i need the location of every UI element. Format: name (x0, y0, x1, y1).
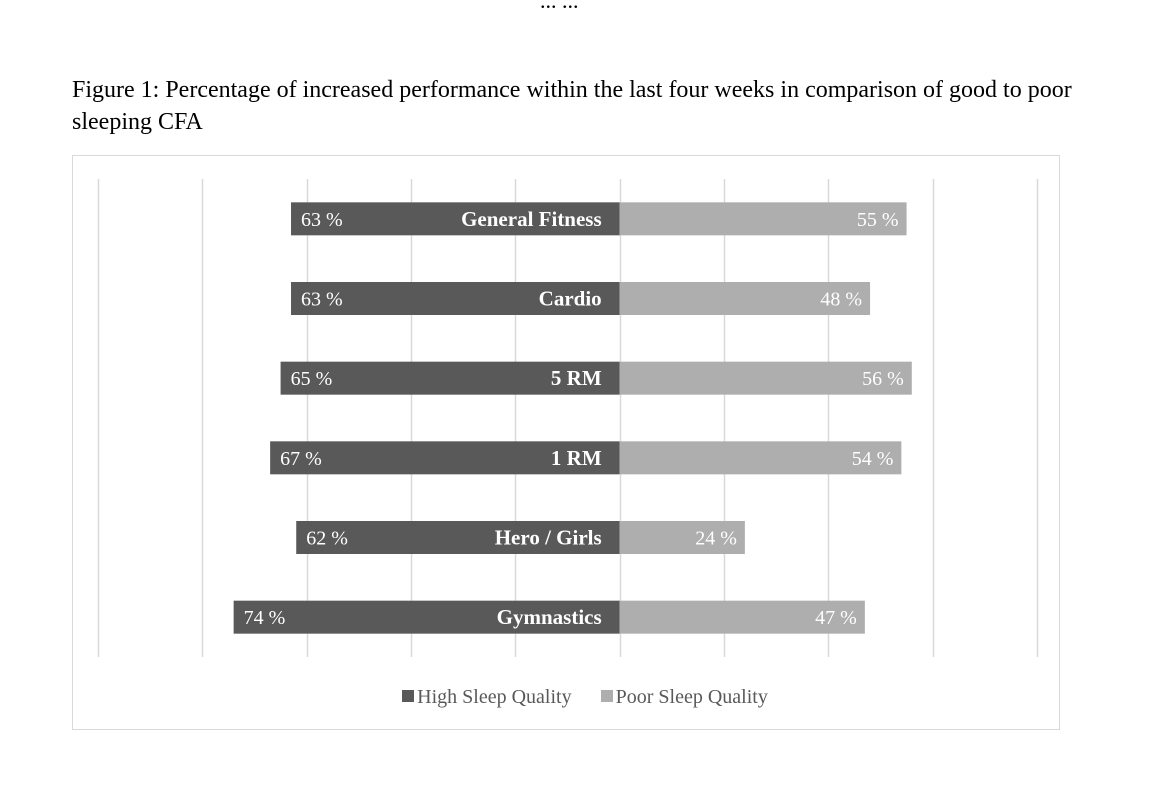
chart-legend: High Sleep Quality Poor Sleep Quality (0, 686, 1170, 709)
category-label-0: General Fitness (461, 207, 602, 231)
legend-swatch-poor (600, 690, 613, 702)
data-labels: 63 % General Fitness 55 % 63 % Cardio 48 % 65 … (244, 207, 904, 629)
legend-item-poor: Poor Sleep Quality (600, 686, 768, 709)
data-label-poor-0: 55 % (857, 209, 899, 231)
category-label-4: Hero / Girls (495, 526, 602, 550)
bar-high-0 (291, 202, 620, 236)
category-label-1: Cardio (539, 287, 602, 311)
bar-poor-5 (619, 600, 865, 634)
bar-high-3 (270, 441, 620, 475)
data-label-high-1: 63 % (301, 289, 343, 311)
legend-item-high: High Sleep Quality (402, 686, 572, 709)
data-label-high-5: 74 % (244, 607, 286, 629)
data-label-poor-2: 56 % (862, 368, 904, 390)
legend-swatch-high (402, 690, 415, 702)
figure-caption: Figure 1: Percentage of increased perfor… (72, 77, 1072, 135)
bar-high-2 (280, 361, 620, 395)
category-label-5: Gymnastics (497, 605, 602, 629)
category-label-2: 5 RM (551, 366, 602, 390)
page-header-fragment: ... ... (540, 0, 579, 13)
bars (233, 202, 912, 634)
bar-poor-1 (619, 282, 871, 315)
bar-high-4 (296, 521, 620, 554)
bar-poor-4 (619, 521, 745, 554)
data-label-poor-3: 54 % (852, 448, 894, 470)
bar-high-5 (233, 600, 620, 634)
bar-high-1 (291, 282, 620, 315)
legend-label-poor: Poor Sleep Quality (615, 686, 768, 708)
data-label-high-2: 65 % (291, 368, 333, 390)
data-label-high-3: 67 % (280, 448, 322, 470)
bar-poor-3 (619, 441, 902, 475)
category-label-3: 1 RM (551, 446, 602, 470)
legend-label-high: High Sleep Quality (417, 686, 572, 708)
data-label-high-4: 62 % (306, 528, 348, 550)
bar-poor-2 (619, 361, 912, 395)
data-label-high-0: 63 % (301, 209, 343, 231)
data-label-poor-5: 47 % (815, 607, 857, 629)
data-label-poor-4: 24 % (695, 528, 737, 550)
data-label-poor-1: 48 % (820, 289, 862, 311)
bar-poor-0 (619, 202, 907, 236)
chart-frame (72, 155, 1060, 730)
grid-lines (97, 179, 1039, 657)
